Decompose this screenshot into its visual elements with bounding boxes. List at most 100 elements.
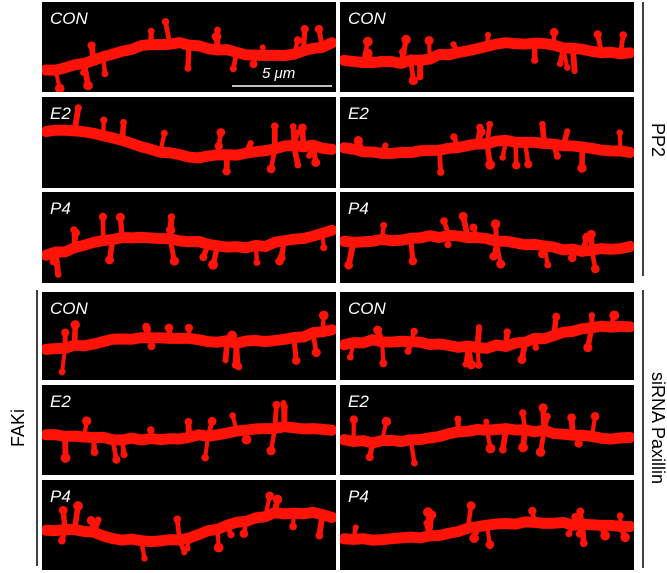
panel-label: P4 — [348, 487, 369, 506]
spine-head — [291, 356, 301, 365]
panel: P4 — [42, 192, 336, 283]
shaft — [42, 506, 336, 548]
spine-head — [485, 540, 495, 549]
spine-head — [373, 325, 383, 335]
spine-head — [184, 64, 192, 72]
spine-head — [201, 453, 209, 462]
spine-head — [469, 223, 478, 232]
spine-head — [563, 64, 571, 71]
spine-head — [571, 67, 578, 75]
shaft — [340, 516, 634, 546]
spine-head — [437, 168, 445, 176]
spine-head — [87, 41, 96, 50]
spine-head — [410, 327, 418, 336]
panel-label: E2 — [348, 104, 369, 123]
spine-head — [486, 120, 494, 128]
spine-head — [496, 259, 506, 269]
spine-head — [239, 529, 249, 538]
dendrite — [340, 27, 634, 86]
spine-head — [410, 459, 418, 467]
spine-head — [82, 416, 92, 426]
spine-head — [311, 158, 321, 167]
spine-head — [58, 368, 66, 376]
spine-head — [586, 229, 596, 239]
spine-head — [401, 34, 411, 45]
spine-head — [280, 400, 287, 407]
spine-head — [532, 344, 540, 351]
spine-head — [184, 323, 194, 332]
spine-head — [98, 212, 108, 221]
spine-head — [543, 412, 551, 420]
spine-head — [476, 123, 484, 132]
dendrite — [42, 491, 336, 562]
spine-head — [458, 211, 468, 221]
panel-label: E2 — [50, 392, 71, 411]
group-label: PP2 — [648, 123, 667, 157]
spine-head — [565, 530, 573, 538]
spine-head — [147, 342, 156, 351]
shaft — [340, 423, 634, 449]
spine-head — [105, 255, 114, 265]
dendrite — [340, 310, 634, 370]
spine-head — [590, 411, 600, 421]
spine-head — [593, 30, 602, 39]
spine-head — [306, 152, 313, 159]
spine-head — [184, 418, 193, 426]
spine-head — [58, 505, 68, 515]
panel: E2 — [340, 97, 634, 188]
spine-head — [353, 135, 363, 146]
spine-head — [567, 413, 576, 423]
spine-head — [380, 221, 388, 229]
panel: E2 — [42, 385, 336, 475]
spine-head — [173, 515, 182, 524]
panel: P4 — [340, 480, 634, 570]
spine-head — [315, 531, 324, 540]
spine-head — [213, 542, 224, 553]
spine-head — [318, 310, 329, 321]
spine-head — [272, 400, 281, 409]
spine-head — [247, 140, 254, 147]
spine-head — [164, 323, 174, 333]
spine-head — [382, 142, 389, 149]
spine-head — [404, 347, 412, 355]
spine-head — [466, 501, 476, 511]
spine-head — [489, 252, 498, 261]
panel-label: E2 — [50, 104, 71, 123]
spine-head — [294, 161, 302, 169]
spine-head — [229, 65, 237, 73]
spine-head — [517, 355, 527, 365]
spine-head — [86, 516, 96, 525]
spine-head — [165, 225, 176, 235]
spine-head — [115, 212, 125, 222]
spine-head — [466, 359, 476, 370]
spine-head — [576, 507, 585, 516]
spine-head — [214, 26, 221, 34]
shaft — [340, 229, 634, 257]
dendrite — [42, 400, 336, 464]
spine-head — [141, 555, 148, 562]
shaft — [42, 124, 336, 164]
spine-head — [531, 56, 539, 64]
spine-head — [567, 253, 577, 263]
spine-head — [590, 264, 600, 274]
spine-head — [469, 533, 479, 543]
spine-head — [207, 416, 217, 426]
spine-head — [476, 324, 483, 331]
spine-head — [71, 228, 81, 237]
spine-head — [408, 75, 419, 86]
spine-head — [571, 512, 580, 522]
spine-head — [214, 141, 223, 151]
spine-head — [512, 161, 521, 170]
spine-head — [474, 361, 483, 369]
spine-head — [503, 328, 511, 336]
spine-head — [289, 522, 297, 531]
spine-head — [616, 512, 624, 520]
spine-head — [424, 35, 434, 46]
spine-head — [499, 154, 506, 161]
spine-head — [349, 415, 359, 424]
spine-head — [222, 167, 231, 176]
spine-head — [552, 312, 561, 321]
spine-head — [423, 507, 433, 518]
spine-head — [609, 310, 620, 321]
spine-head — [577, 163, 587, 173]
